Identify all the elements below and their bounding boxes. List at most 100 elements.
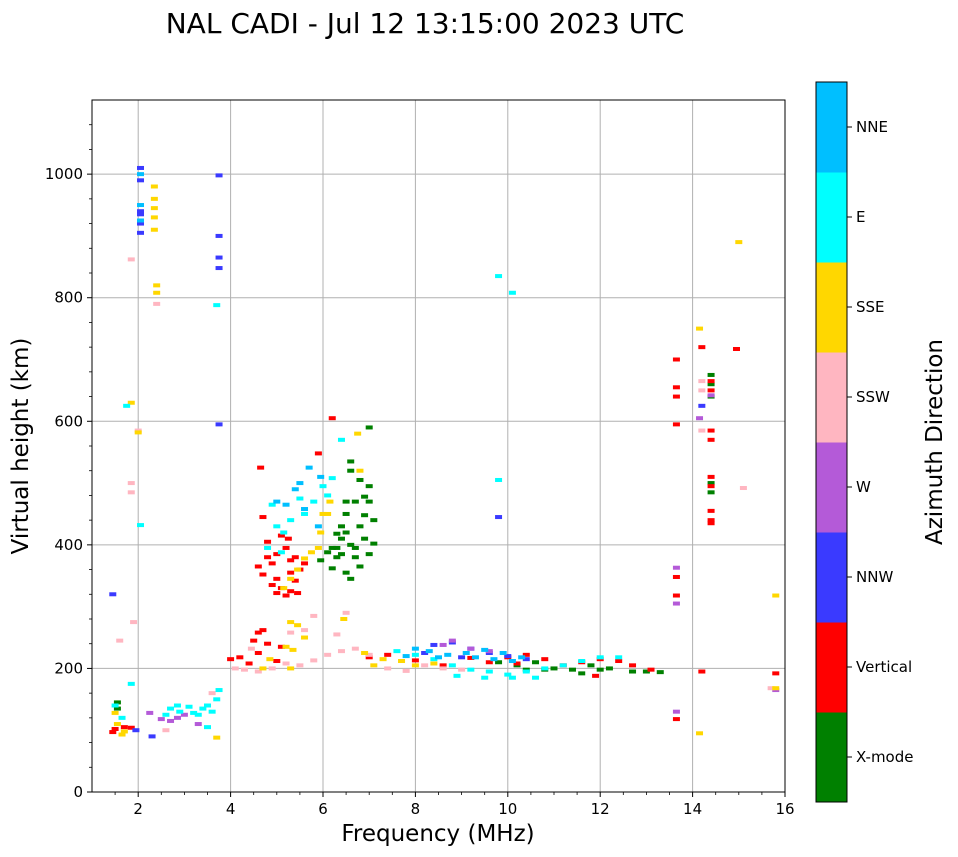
data-point [508, 659, 516, 664]
data-point [402, 654, 410, 659]
data-point [254, 669, 262, 674]
data-point [301, 635, 309, 640]
data-point [236, 655, 244, 660]
data-point [150, 196, 158, 201]
data-point [150, 227, 158, 232]
data-point [448, 638, 456, 643]
data-point [273, 591, 281, 596]
data-point [735, 240, 743, 245]
data-point [707, 388, 715, 393]
data-point [629, 669, 637, 674]
data-point [672, 422, 680, 427]
data-point [254, 630, 262, 635]
data-point [199, 706, 207, 711]
data-point [287, 666, 295, 671]
data-point [393, 649, 401, 654]
data-point [430, 661, 438, 666]
data-point [333, 531, 341, 536]
data-point [296, 481, 304, 486]
colorbar-tick-label: X-mode [856, 748, 913, 766]
data-point [707, 437, 715, 442]
data-point [672, 565, 680, 570]
data-point [137, 172, 145, 177]
data-point [337, 552, 345, 557]
data-point [578, 659, 586, 664]
data-point [296, 496, 304, 501]
colorbar: X-mode Vertical NNW W SSW SSE E NNE [815, 81, 913, 803]
y-tick-label: 1000 [45, 165, 83, 183]
data-point [319, 484, 327, 489]
data-point [522, 657, 530, 662]
data-point [116, 638, 124, 643]
data-point [213, 697, 221, 702]
data-point [672, 717, 680, 722]
data-point [439, 663, 447, 668]
data-point [347, 468, 355, 473]
data-point [696, 416, 704, 421]
data-point [485, 660, 493, 665]
data-point [351, 646, 359, 651]
data-point [351, 499, 359, 504]
colorbar-frame [815, 81, 848, 803]
data-point [257, 465, 265, 470]
data-point [508, 675, 516, 680]
data-point [277, 550, 285, 555]
data-point [333, 632, 341, 637]
data-point [111, 710, 119, 715]
data-point [282, 644, 290, 649]
data-point [642, 669, 650, 674]
data-point [698, 403, 706, 408]
data-point [430, 657, 438, 662]
data-point [294, 591, 302, 596]
data-point [328, 416, 336, 421]
data-point [268, 502, 276, 507]
data-point [264, 545, 272, 550]
data-point [305, 465, 313, 470]
data-point [328, 476, 336, 481]
data-point [301, 511, 309, 516]
data-point [113, 700, 121, 705]
data-point [481, 647, 489, 652]
series-w [146, 393, 780, 727]
colorbar-segment [816, 622, 847, 713]
data-point [411, 652, 419, 657]
data-point [264, 539, 272, 544]
data-point [707, 382, 715, 387]
data-point [462, 650, 470, 655]
data-point [137, 221, 145, 226]
data-point [541, 666, 549, 671]
data-point [247, 646, 255, 651]
data-point [317, 474, 325, 479]
data-point [301, 561, 309, 566]
data-point [137, 212, 145, 217]
data-point [430, 642, 438, 647]
data-point [127, 481, 135, 486]
data-point [213, 303, 221, 308]
data-point [324, 652, 332, 657]
data-point [148, 734, 156, 739]
data-point [772, 686, 780, 691]
data-point [287, 620, 295, 625]
data-point [310, 613, 318, 618]
y-tick-label: 800 [54, 289, 83, 307]
data-point [596, 667, 604, 672]
data-point [289, 647, 297, 652]
data-point [707, 393, 715, 398]
data-point [215, 255, 223, 260]
x-axis: 2 4 6 8 10 12 14 16 [114, 792, 795, 818]
data-point [351, 555, 359, 560]
data-point [411, 658, 419, 663]
data-point [365, 552, 373, 557]
data-point [167, 706, 175, 711]
data-point [127, 725, 135, 730]
data-point [215, 266, 223, 271]
data-point [266, 657, 274, 662]
data-point [307, 550, 315, 555]
data-point [328, 545, 336, 550]
x-tick-label: 16 [775, 800, 794, 818]
data-point [495, 477, 503, 482]
data-point [137, 209, 145, 214]
data-point [287, 558, 295, 563]
series-sse [111, 184, 780, 740]
data-point [132, 728, 140, 733]
